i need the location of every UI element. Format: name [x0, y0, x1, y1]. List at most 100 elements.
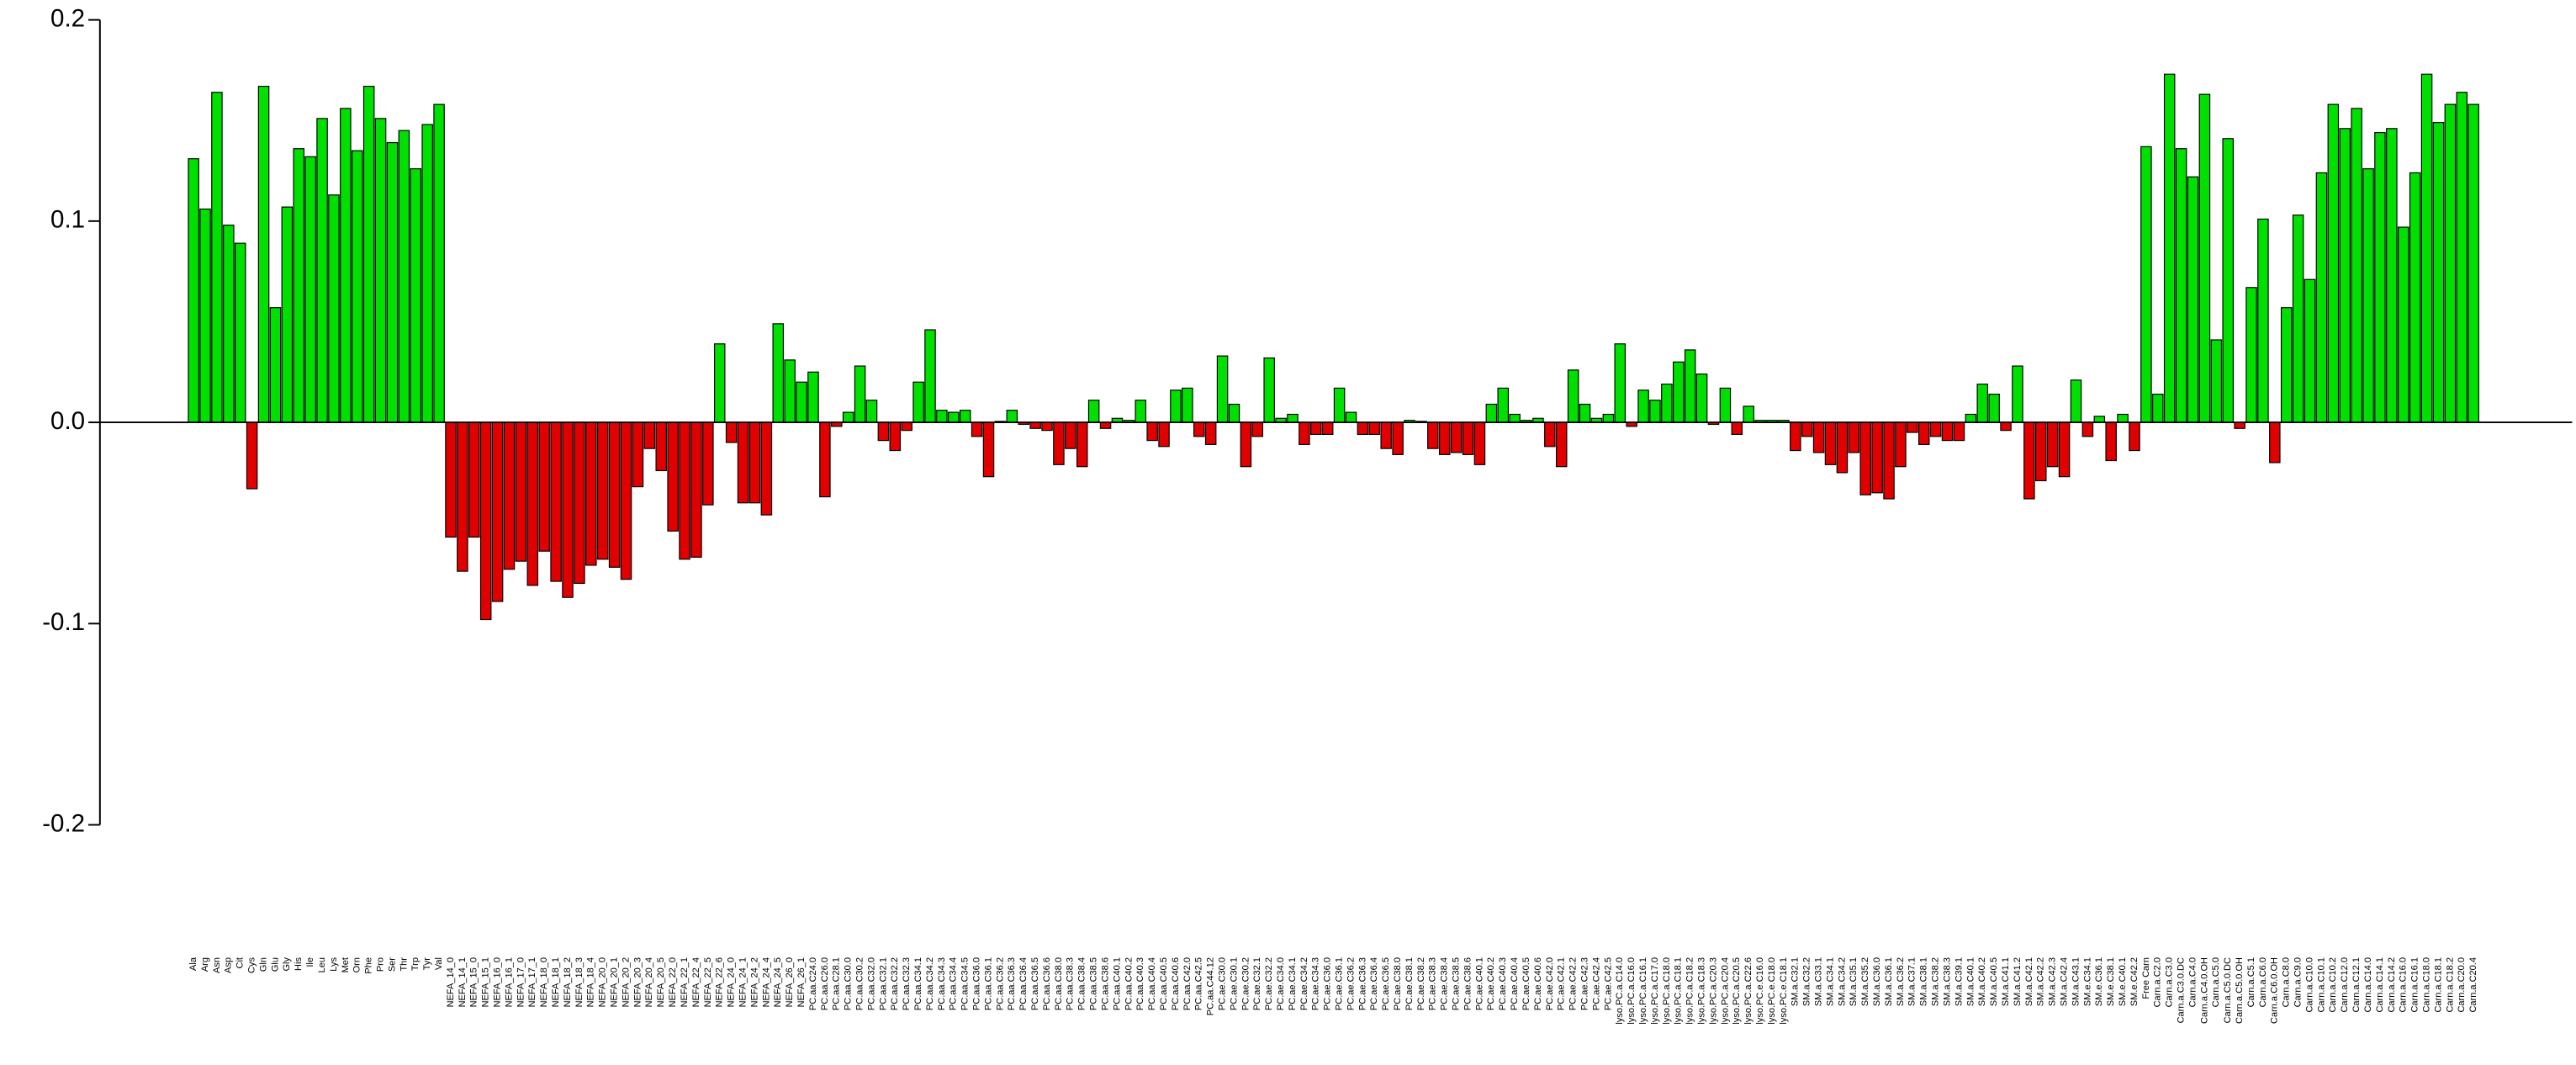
bar [2222, 138, 2234, 423]
bar [2105, 421, 2117, 462]
bar [1158, 421, 1170, 448]
x-tick-label: Arg [200, 957, 210, 972]
bar [1988, 393, 2000, 423]
bar [1135, 400, 1147, 423]
x-tick-label: Carn.a.C10.1 [2316, 957, 2326, 1013]
bar [784, 359, 796, 423]
bar [188, 158, 199, 423]
x-tick-label: SM.e.C34.1 [2082, 957, 2092, 1006]
x-tick-label: PC.ae.C38.1 [1404, 957, 1415, 1010]
bar [1719, 387, 1732, 423]
x-tick-label: Carn.a.C5.0.OH [2235, 957, 2245, 1024]
y-tick-label: 0.1 [50, 206, 85, 234]
bar [1871, 421, 1883, 494]
x-tick-label: NEFA_26_0 [785, 957, 795, 1007]
x-tick-label: PC.ae.C34.0 [1276, 957, 1286, 1010]
bar [1368, 421, 1381, 436]
bar [340, 108, 352, 423]
x-tick-label: Pro [375, 957, 385, 972]
x-tick-label: NEFA_17_0 [516, 957, 526, 1007]
bar [293, 148, 305, 423]
bar [1941, 421, 1954, 442]
x-tick-label: PC.ae.C40.1 [1474, 957, 1484, 1010]
x-tick-label: Asn [212, 957, 222, 973]
x-tick-label: lyso.PC.a.C18.0 [1662, 957, 1672, 1025]
x-tick-label: Ser [387, 957, 397, 972]
bar [2035, 421, 2047, 482]
x-tick-label: SM.a.C32.2 [1802, 957, 1812, 1006]
bar [1614, 343, 1627, 423]
bar [1170, 389, 1182, 423]
x-tick-label: SM.a.C36.0 [1872, 957, 1882, 1006]
bar [1087, 400, 1100, 423]
x-tick-label: SM.e.C38.1 [2106, 957, 2116, 1006]
x-tick-label: Carn.a.C9.0 [2293, 957, 2304, 1007]
x-tick-label: PC.aa.C44.12 [1206, 957, 1216, 1015]
bar [410, 168, 422, 423]
x-tick-label: PC.ae.C42.0 [1545, 957, 1555, 1010]
x-tick-label: SM.e.C40.1 [2118, 957, 2128, 1006]
bar [2198, 93, 2211, 423]
bar [1661, 384, 1673, 423]
x-tick-label: PC.aa.C38.5 [1089, 957, 1099, 1010]
bar [468, 421, 480, 538]
x-tick-label: PC.aa.C36.0 [972, 957, 982, 1010]
x-tick-label: SM.a.C41.2 [2013, 957, 2023, 1006]
bar [2081, 421, 2094, 437]
x-tick-label: NEFA_20_0 [598, 957, 608, 1007]
bar [2456, 92, 2468, 423]
bar [2070, 379, 2082, 423]
bar [1473, 421, 1486, 465]
x-tick-label: NEFA_16_1 [504, 957, 514, 1007]
x-tick-label: lyso.PC.e.C16.0 [1755, 957, 1765, 1025]
bar [2234, 421, 2245, 429]
x-tick-label: NEFA_24_2 [749, 957, 759, 1007]
x-tick-label: Glu [270, 957, 280, 972]
x-tick-label: Carn.a.C4.0 [2187, 957, 2198, 1007]
bar [445, 421, 457, 538]
y-tick-label: 0.2 [50, 4, 85, 32]
x-tick-label: Leu [317, 957, 327, 972]
bar [1544, 421, 1556, 448]
x-tick-label: NEFA_24_1 [738, 957, 748, 1007]
x-tick-label: SM.a.C36.2 [1896, 957, 1906, 1006]
x-tick-label: Free Carn [2141, 957, 2151, 999]
x-tick-label: SM.a.C41.1 [2001, 957, 2011, 1006]
x-tick-label: PC.aa.C32.2 [890, 957, 900, 1010]
bar [2023, 421, 2035, 500]
bar [1357, 421, 1369, 436]
x-tick-label: Carn.a.C18.2 [2445, 957, 2455, 1013]
x-tick-label: PC.aa.C32.1 [878, 957, 888, 1010]
x-tick-label: PC.ae.C38.3 [1428, 957, 1438, 1010]
x-tick-label: PC.aa.C38.3 [1066, 957, 1076, 1010]
x-tick-label: SM.a.C40.5 [1989, 957, 1999, 1006]
bar [971, 421, 983, 437]
bar [1450, 421, 1463, 453]
x-tick-label: PC.ae.C34.3 [1311, 957, 1321, 1010]
bar [948, 411, 960, 423]
bar [574, 421, 585, 585]
x-tick-label: Trp [410, 957, 421, 971]
bar [1065, 421, 1076, 449]
x-tick-label: NEFA_14_1 [458, 957, 468, 1007]
x-tick-label: SM.a.C34.1 [1825, 957, 1835, 1006]
bar [1146, 421, 1158, 442]
x-tick-label: PC.aa.C36.3 [1007, 957, 1017, 1010]
bar [2210, 339, 2223, 423]
bar [632, 421, 644, 488]
bar [702, 421, 714, 506]
bar [1929, 421, 1942, 437]
bar [889, 421, 902, 452]
x-tick-label: PC.aa.C36.2 [995, 957, 1005, 1010]
x-tick-label: PC.ae.C34.2 [1299, 957, 1309, 1010]
x-tick-label: lyso.PC.a.C20.4 [1720, 957, 1730, 1025]
bar [1438, 421, 1451, 455]
x-tick-label: Carn.a.C18.0 [2421, 957, 2431, 1013]
bar [538, 421, 550, 552]
x-tick-label: SM.a.C38.1 [1919, 957, 1929, 1006]
bar [2374, 131, 2386, 423]
bar [1812, 421, 1825, 453]
x-tick-label: PC.ae.C36.4 [1369, 957, 1379, 1010]
x-tick-label: NEFA_18_0 [539, 957, 549, 1007]
